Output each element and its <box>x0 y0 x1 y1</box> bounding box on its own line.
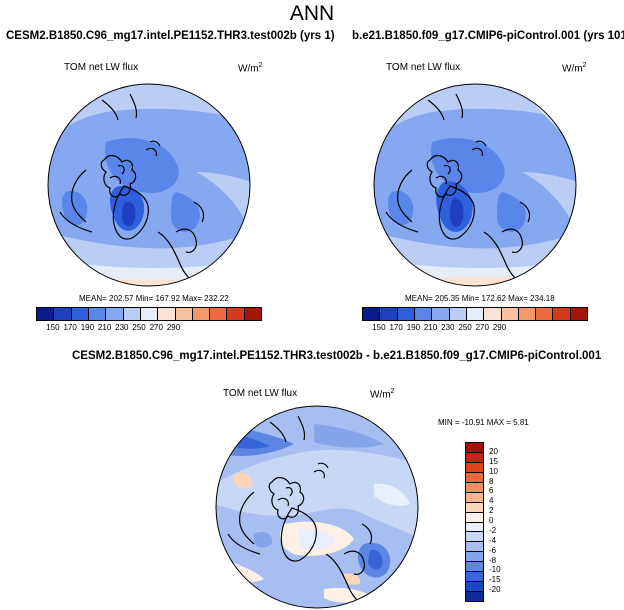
colorbar-swatch <box>466 522 483 533</box>
panel-2-stats: MEAN= 205.35 Min= 172.62 Max= 234.18 <box>405 294 555 303</box>
colorbar-swatch <box>466 592 483 601</box>
colorbar-swatch <box>466 462 483 473</box>
panel-1-polar-map <box>47 83 251 287</box>
colorbar-swatch <box>466 532 483 543</box>
panel-2-title: b.e21.B1850.f09_g17.CMIP6-piControl.001 … <box>352 30 624 42</box>
colorbar-tick-label: -2 <box>489 525 497 535</box>
colorbar-tick-label: 250 <box>458 323 472 332</box>
colorbar-swatch <box>466 443 483 453</box>
colorbar-swatch <box>466 572 483 583</box>
panel-1-units: W/m2 <box>238 62 263 75</box>
diff-panel-polar-map <box>215 405 419 609</box>
colorbar-tick-label: -6 <box>489 545 497 555</box>
panel-2-colorbar <box>362 307 588 321</box>
diff-panel-variable: TOM net LW flux <box>223 388 298 399</box>
panel-1-variable: TOM net LW flux <box>64 62 139 73</box>
colorbar-swatch <box>175 308 193 320</box>
colorbar-swatch <box>466 452 483 463</box>
colorbar-tick-label: 190 <box>80 323 95 332</box>
colorbar-swatch <box>501 308 519 320</box>
colorbar-tick-label: 170 <box>389 323 403 332</box>
colorbar-tick-label: 8 <box>489 476 494 486</box>
colorbar-swatch <box>140 308 159 320</box>
colorbar-swatch <box>192 308 211 320</box>
colorbar-swatch <box>380 308 398 320</box>
colorbar-swatch <box>466 482 483 493</box>
colorbar-tick-label: 0 <box>489 516 494 525</box>
colorbar-swatch <box>397 308 415 320</box>
colorbar-tick-label: -10 <box>489 565 501 575</box>
colorbar-tick-label: 210 <box>423 323 438 332</box>
colorbar-swatch <box>71 308 89 320</box>
colorbar-swatch <box>210 308 228 320</box>
colorbar-swatch <box>466 542 483 553</box>
colorbar-swatch <box>466 562 483 573</box>
colorbar-swatch <box>466 552 483 563</box>
colorbar-tick-label: 210 <box>97 323 112 332</box>
colorbar-tick-label: 230 <box>441 323 455 332</box>
panel-1-stats: MEAN= 202.57 Min= 167.92 Max= 232.22 <box>79 294 229 303</box>
colorbar-tick-label: 150 <box>46 323 60 332</box>
colorbar-swatch <box>466 512 483 523</box>
colorbar-swatch <box>466 502 483 513</box>
colorbar-tick-label: 6 <box>489 486 494 496</box>
colorbar-tick-label: -15 <box>489 575 501 585</box>
colorbar-swatch <box>518 308 537 320</box>
colorbar-tick-label: 150 <box>372 323 386 332</box>
colorbar-swatch <box>484 308 502 320</box>
colorbar-tick-label: 270 <box>475 323 489 332</box>
diff-panel-title: CESM2.B1850.C96_mg17.intel.PE1152.THR3.t… <box>72 350 602 362</box>
colorbar-tick-label: 270 <box>149 323 163 332</box>
panel-1-colorbar <box>36 307 262 321</box>
colorbar-swatch <box>432 308 450 320</box>
colorbar-swatch <box>414 308 433 320</box>
colorbar-tick-label: 10 <box>489 466 498 476</box>
colorbar-swatch <box>106 308 124 320</box>
colorbar-tick-label: -8 <box>489 555 497 565</box>
colorbar-tick-label: 290 <box>492 323 507 332</box>
colorbar-tick-label: 190 <box>406 323 421 332</box>
panel-2-polar-map <box>373 83 577 287</box>
colorbar-swatch <box>570 308 588 320</box>
colorbar-tick-label: 230 <box>115 323 129 332</box>
colorbar-swatch <box>37 308 55 320</box>
colorbar-swatch <box>158 308 176 320</box>
panel-2-units: W/m2 <box>562 62 587 75</box>
colorbar-swatch <box>363 308 381 320</box>
colorbar-tick-label: 20 <box>489 446 498 456</box>
colorbar-tick-label: -4 <box>489 535 497 545</box>
colorbar-swatch <box>536 308 554 320</box>
panel-1-title: CESM2.B1850.C96_mg17.intel.PE1152.THR3.t… <box>6 30 335 42</box>
colorbar-swatch <box>227 308 245 320</box>
colorbar-tick-label: -20 <box>489 585 501 595</box>
colorbar-tick-label: 2 <box>489 506 494 516</box>
colorbar-tick-label: 250 <box>132 323 146 332</box>
main-title: ANN <box>289 2 335 25</box>
panel-2-variable: TOM net LW flux <box>386 62 461 73</box>
colorbar-swatch <box>466 472 483 483</box>
colorbar-swatch <box>88 308 107 320</box>
colorbar-swatch <box>553 308 571 320</box>
colorbar-swatch <box>244 308 262 320</box>
colorbar-swatch <box>449 308 467 320</box>
colorbar-tick-label: 170 <box>63 323 77 332</box>
colorbar-swatch <box>123 308 141 320</box>
colorbar-swatch <box>54 308 72 320</box>
diff-panel-units: W/m2 <box>370 388 395 401</box>
colorbar-tick-label: 15 <box>489 456 498 466</box>
diff-panel-colorbar <box>465 442 484 602</box>
colorbar-swatch <box>466 492 483 503</box>
colorbar-tick-label: 290 <box>166 323 181 332</box>
colorbar-tick-label: 4 <box>489 496 494 506</box>
colorbar-swatch <box>466 308 485 320</box>
diff-panel-stats: MIN = -10.91 MAX = 5.81 <box>438 418 529 427</box>
colorbar-swatch <box>466 582 483 593</box>
